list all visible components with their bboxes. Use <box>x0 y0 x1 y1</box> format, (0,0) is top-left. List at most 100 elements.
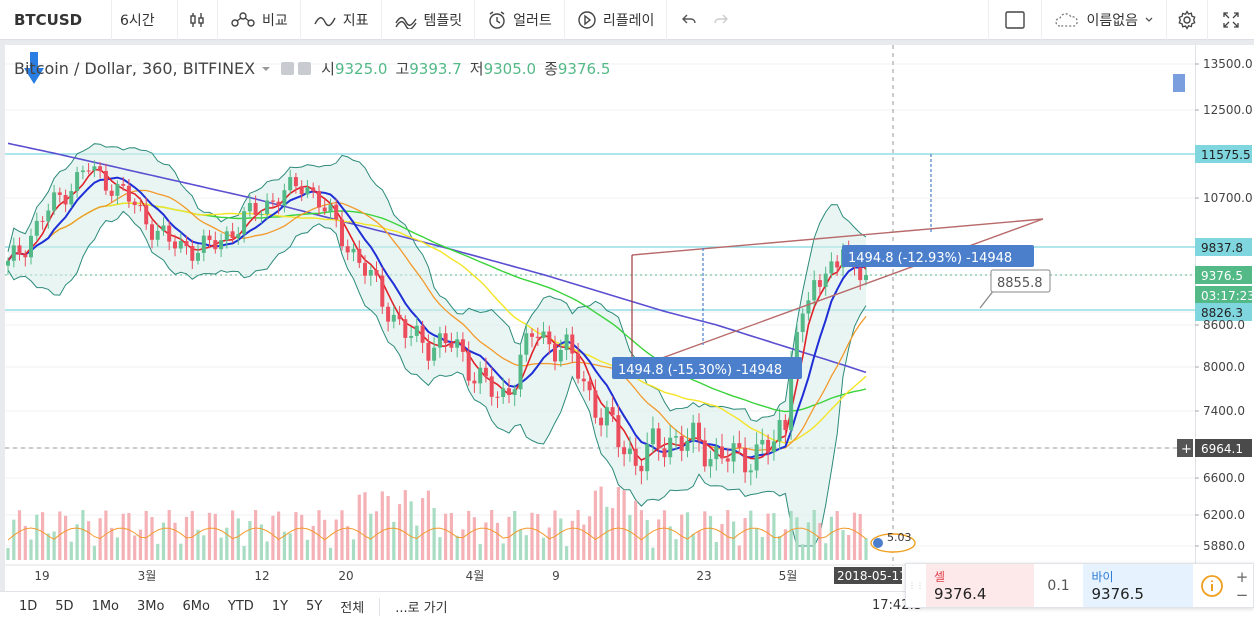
info-button[interactable] <box>1193 564 1231 607</box>
candle-body <box>184 241 189 246</box>
candle-body <box>697 422 701 441</box>
drag-handle-icon[interactable]: ⋮⋮ <box>907 581 924 590</box>
volume-bar <box>444 513 448 560</box>
price-tag-bg <box>1195 238 1252 256</box>
volume-bar <box>795 517 799 560</box>
candlesticks <box>6 160 868 486</box>
drawings <box>631 154 1044 370</box>
volume-bar <box>351 539 356 560</box>
volume-bar <box>634 500 638 560</box>
eye-icon[interactable] <box>281 62 295 75</box>
range-ytd[interactable]: YTD <box>227 599 254 614</box>
chart-pane[interactable] <box>5 45 1254 591</box>
interval-selector[interactable]: 6시간 <box>112 0 178 40</box>
candle-body <box>40 220 45 222</box>
candle-body <box>426 342 431 361</box>
candle-body <box>311 187 316 191</box>
candle-body <box>363 262 367 276</box>
layout-name-menu[interactable]: 이름없음 <box>1042 0 1167 40</box>
volume-bar <box>852 512 857 560</box>
volume-bar <box>639 510 643 560</box>
compare-icon <box>231 11 255 27</box>
volume-bar <box>737 545 741 560</box>
interval-label: 6시간 <box>120 12 155 29</box>
candle-body <box>478 367 483 384</box>
candle-body <box>138 205 143 207</box>
candle-body <box>622 447 627 455</box>
range-3mo[interactable]: 3Mo <box>137 599 165 614</box>
sell-button[interactable]: 셀 9376.4 <box>925 564 1034 607</box>
alerts-button[interactable]: 얼러트 <box>475 0 565 40</box>
range-1y[interactable]: 1Y <box>271 599 289 614</box>
candle-body <box>616 415 621 448</box>
volume-bar <box>645 519 649 560</box>
chart-style-button[interactable] <box>178 0 218 40</box>
price-chart[interactable]: 1494.8 (-12.93%) -14948 1494.8 (-15.30%) … <box>0 45 1254 591</box>
candle-body <box>702 440 707 467</box>
indicators-button[interactable]: 지표 <box>301 0 382 40</box>
candle-body <box>224 231 229 241</box>
volume-bar <box>829 516 833 560</box>
price-tick-label: 12500.0 <box>1203 103 1253 117</box>
measure-label-lower: 1494.8 (-15.30%) -14948 <box>618 363 782 378</box>
range-all[interactable]: 전체 <box>340 601 365 616</box>
indicators-label: 지표 <box>342 12 369 29</box>
volume-bar <box>467 510 471 560</box>
range-6mo[interactable]: 6Mo <box>182 599 210 614</box>
buy-button[interactable]: 바이 9376.5 <box>1083 564 1194 607</box>
fullscreen-layout-button[interactable] <box>988 0 1043 40</box>
volume-bar <box>478 544 482 560</box>
legend-title[interactable]: Bitcoin / Dollar, 360, BITFINEX <box>14 59 256 78</box>
compare-button[interactable]: 비교 <box>218 0 301 40</box>
candle-body <box>230 231 235 239</box>
range-5d[interactable]: 5D <box>55 599 74 614</box>
candle-body <box>535 336 540 338</box>
templates-button[interactable]: 템플릿 <box>382 0 476 40</box>
candle-body <box>242 211 247 235</box>
quantity-value[interactable]: 0.1 <box>1047 577 1070 594</box>
settings-button[interactable] <box>1167 0 1208 40</box>
volume-bar <box>841 530 845 560</box>
volume-bar <box>17 510 22 560</box>
quantity-stepper[interactable]: + − <box>1231 564 1253 607</box>
price-tag-bg <box>1195 266 1252 284</box>
volume-bar <box>732 521 736 560</box>
plus-icon[interactable]: + <box>1235 567 1249 586</box>
range-5y[interactable]: 5Y <box>306 599 323 614</box>
candle-body <box>610 407 615 416</box>
ma-purple-line <box>7 142 867 374</box>
volume-bar <box>340 510 344 560</box>
range-1mo[interactable]: 1Mo <box>91 599 120 614</box>
volume-bar <box>824 543 828 560</box>
candle-body <box>800 313 805 332</box>
chevron-down-icon[interactable] <box>261 64 271 74</box>
replay-button[interactable]: 리플레이 <box>565 0 668 40</box>
volume-bar <box>115 537 119 560</box>
candle-body <box>126 185 131 202</box>
redo-icon[interactable] <box>713 12 729 28</box>
candle-body <box>558 350 563 362</box>
range-1d[interactable]: 1D <box>19 599 38 614</box>
goto-date-button[interactable]: ...로 가기 <box>395 601 448 616</box>
volume-bar <box>778 535 782 560</box>
candle-body <box>34 220 39 236</box>
candle-body <box>247 203 252 212</box>
candle-body <box>835 261 840 268</box>
minus-icon[interactable]: − <box>1235 585 1249 604</box>
gear-icon[interactable] <box>298 62 312 75</box>
volume-bar <box>294 512 298 560</box>
volume-bar <box>156 543 160 560</box>
volume-bar <box>789 510 793 560</box>
candle-body <box>766 439 771 453</box>
volume-bar <box>363 492 367 560</box>
crosshair-add-button <box>1177 439 1193 457</box>
volume-bar <box>726 510 730 560</box>
flag-icon <box>873 538 883 548</box>
symbol-search[interactable]: BTCUSD <box>0 0 112 40</box>
volume-bar <box>708 516 713 560</box>
candle-body <box>455 339 460 348</box>
fullscreen-button[interactable] <box>1208 0 1254 40</box>
candle-body <box>633 448 638 466</box>
undo-icon[interactable] <box>681 12 697 28</box>
volume-bar <box>138 529 142 560</box>
